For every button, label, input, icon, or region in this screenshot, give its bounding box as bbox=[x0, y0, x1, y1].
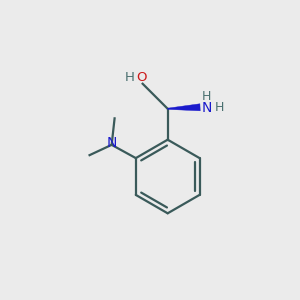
Text: H: H bbox=[125, 71, 135, 84]
Text: H: H bbox=[214, 101, 224, 114]
Text: O: O bbox=[136, 71, 147, 84]
Text: N: N bbox=[106, 136, 117, 150]
Text: H: H bbox=[202, 91, 211, 103]
Polygon shape bbox=[168, 104, 200, 111]
Text: N: N bbox=[201, 101, 212, 115]
